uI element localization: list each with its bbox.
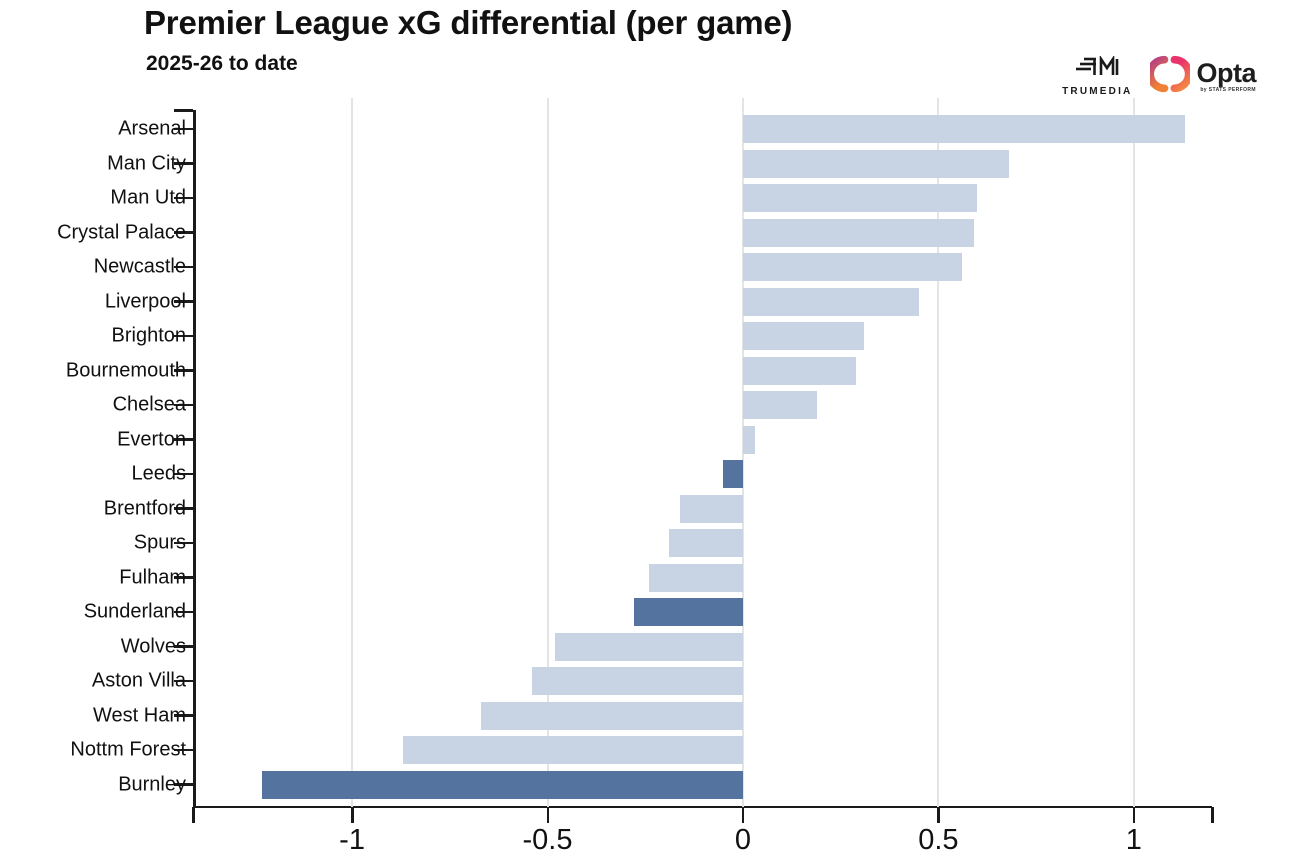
y-axis-end-tick — [174, 109, 193, 112]
bar-brighton — [742, 322, 865, 350]
y-tick — [174, 231, 193, 234]
team-label-sunderland: Sunderland — [83, 600, 186, 623]
y-tick — [174, 162, 193, 165]
y-tick — [174, 748, 193, 752]
opta-logo: Opta by STATS PERFORM — [1146, 52, 1256, 101]
bar-burnley — [262, 770, 743, 799]
x-axis-end-tick — [1211, 807, 1214, 823]
y-tick — [174, 300, 193, 303]
team-label-everton: Everton — [117, 428, 186, 450]
trumedia-logo: TRUMEDIA — [1062, 54, 1133, 97]
bar-wolves — [555, 632, 743, 661]
gridline--1 — [351, 98, 354, 807]
x-tick--0.5 — [546, 807, 550, 823]
y-tick — [174, 472, 193, 476]
y-tick — [174, 507, 193, 510]
y-tick — [174, 369, 193, 372]
team-label-man-utd: Man Utd — [110, 186, 186, 209]
bar-brentford — [680, 494, 743, 523]
bar-nottm-forest — [402, 736, 743, 764]
gridline--0.5 — [546, 98, 549, 807]
team-label-arsenal: Arsenal — [118, 117, 186, 140]
bar-newcastle — [742, 253, 962, 281]
gridline-0.5 — [937, 98, 940, 807]
x-tick-1 — [1132, 807, 1136, 823]
bar-west-ham — [481, 701, 743, 730]
team-label-brentford: Brentford — [103, 497, 186, 519]
team-label-man-city: Man City — [107, 152, 186, 174]
team-label-spurs: Spurs — [133, 531, 186, 554]
bar-arsenal — [742, 115, 1185, 143]
y-tick — [174, 645, 193, 648]
team-label-aston-villa: Aston Villa — [91, 669, 186, 692]
x-axis-end-tick — [192, 807, 195, 823]
y-tick — [174, 679, 193, 683]
bar-crystal-palace — [742, 218, 974, 247]
opta-icon — [1146, 52, 1193, 101]
y-tick — [174, 196, 193, 200]
team-label-liverpool: Liverpool — [104, 290, 186, 312]
team-label-brighton: Brighton — [111, 324, 187, 347]
team-label-chelsea: Chelsea — [112, 393, 186, 416]
x-tick-label--0.5: -0.5 — [522, 824, 573, 856]
gridline-1 — [1132, 98, 1135, 807]
bar-spurs — [668, 529, 743, 557]
y-tick — [174, 610, 193, 614]
team-label-burnley: Burnley — [118, 773, 186, 795]
provider-logos: TRUMEDIA — [1062, 52, 1256, 101]
y-tick — [174, 403, 193, 407]
bar-liverpool — [742, 287, 919, 316]
bar-leeds — [723, 460, 743, 488]
trumedia-wordmark: TRUMEDIA — [1062, 86, 1133, 97]
y-tick — [174, 265, 193, 269]
x-tick-label-0.5: 0.5 — [918, 824, 959, 856]
bar-chelsea — [742, 391, 818, 419]
y-tick — [174, 438, 193, 441]
bar-fulham — [649, 563, 743, 592]
team-label-leeds: Leeds — [131, 462, 187, 485]
x-tick--1 — [351, 807, 354, 823]
team-label-fulham: Fulham — [119, 566, 186, 588]
team-label-wolves: Wolves — [120, 635, 186, 657]
team-label-newcastle: Newcastle — [93, 255, 186, 278]
y-tick — [174, 541, 193, 545]
y-axis-line — [193, 110, 196, 808]
y-tick — [174, 714, 193, 717]
trumedia-icon — [1074, 54, 1120, 83]
y-tick — [174, 127, 193, 131]
team-label-crystal-palace: Crystal Palace — [57, 221, 186, 243]
x-axis-line — [193, 805, 1212, 808]
bar-man-utd — [742, 184, 978, 212]
opta-sub-wordmark: by STATS PERFORM — [1200, 87, 1256, 93]
team-label-nottm-forest: Nottm Forest — [70, 738, 186, 761]
y-tick — [174, 576, 193, 579]
team-label-bournemouth: Bournemouth — [65, 359, 186, 381]
chart-subtitle: 2025-26 to date — [146, 52, 298, 75]
bar-aston-villa — [531, 667, 743, 695]
x-tick-0.5 — [937, 807, 940, 823]
bar-sunderland — [633, 598, 743, 626]
team-label-west-ham: West Ham — [93, 704, 186, 726]
y-tick — [174, 783, 193, 786]
x-tick-label-1: 1 — [1125, 824, 1142, 856]
bar-man-city — [742, 149, 1009, 178]
bar-bournemouth — [742, 356, 857, 385]
x-tick-label--1: -1 — [339, 824, 365, 856]
chart-title: Premier League xG differential (per game… — [144, 4, 793, 41]
bar-everton — [742, 425, 755, 454]
bar-chart-plot-area: Arsenal Man City Man Utd Crystal Palace Newc… — [57, 98, 1214, 856]
opta-wordmark: Opta — [1196, 58, 1256, 88]
x-tick-label-0: 0 — [734, 824, 752, 856]
x-tick-0 — [741, 807, 745, 823]
y-tick — [174, 334, 193, 338]
